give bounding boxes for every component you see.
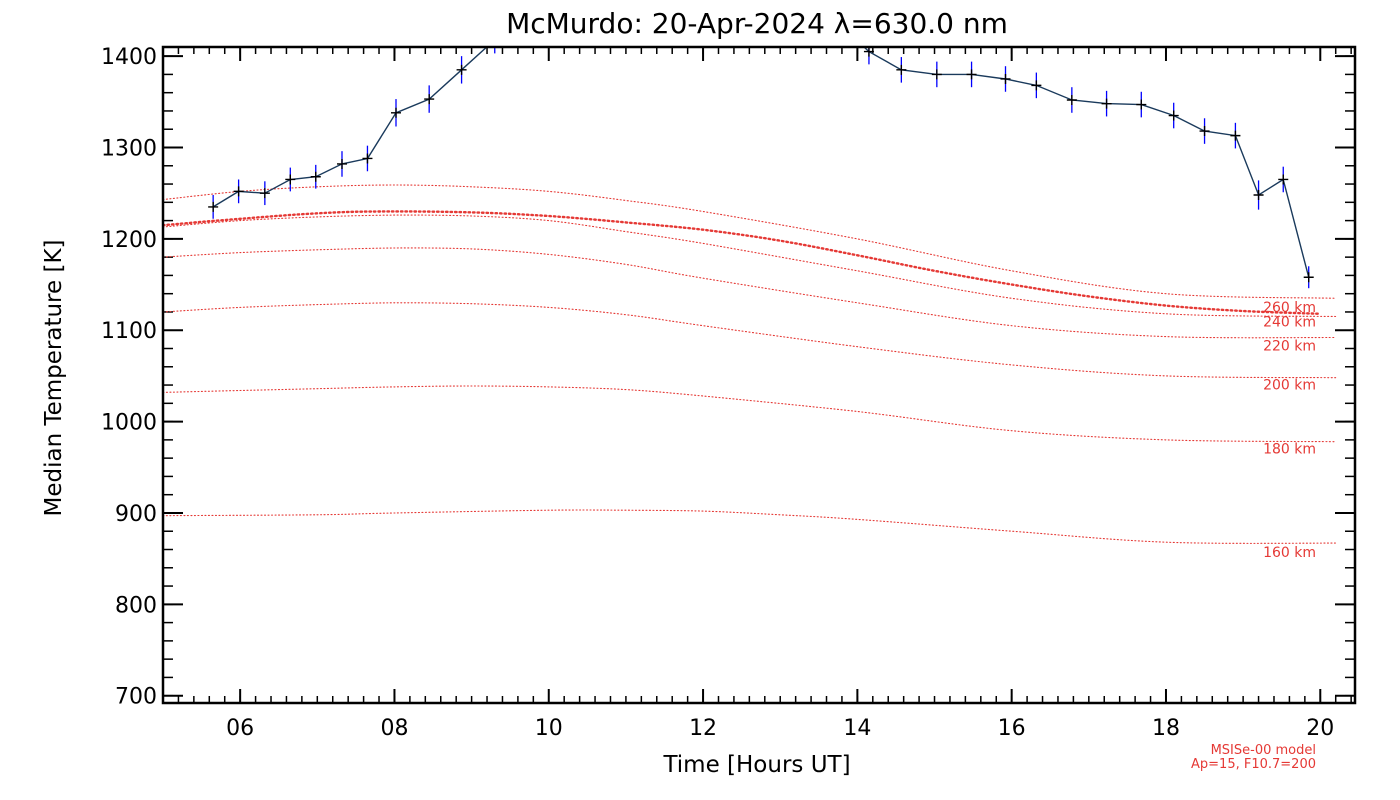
- model-altitude-label: 260 km: [1263, 300, 1316, 316]
- model-altitude-label: 240 km: [1263, 315, 1316, 331]
- data-point: [208, 201, 219, 212]
- x-tick-label: 06: [226, 716, 254, 741]
- series-line: [212, 47, 1310, 278]
- y-tick-label: 1300: [101, 137, 157, 162]
- model-curve: [163, 385, 1337, 443]
- x-tick-label: 14: [843, 716, 871, 741]
- data-point: [1031, 80, 1042, 91]
- data-point: [310, 171, 321, 182]
- x-tick-label: 12: [689, 716, 717, 741]
- y-tick-label: 1100: [101, 319, 157, 344]
- x-tick-label: 20: [1306, 716, 1334, 741]
- y-tick-label: 1400: [101, 45, 157, 70]
- x-axis-label: Time [Hours UT]: [662, 752, 850, 778]
- data-point: [931, 69, 942, 80]
- x-tick-label: 16: [998, 716, 1026, 741]
- data-point: [490, 35, 500, 45]
- data-point: [1253, 190, 1264, 201]
- model-curve: [163, 302, 1337, 379]
- model-altitude-label: 200 km: [1263, 378, 1316, 394]
- y-tick-label: 700: [115, 685, 157, 710]
- chart-title: McMurdo: 20-Apr-2024 λ=630.0 nm: [506, 7, 1008, 40]
- data-point: [1303, 272, 1314, 283]
- model-curve: [163, 210, 1322, 315]
- data-point: [1066, 94, 1077, 105]
- axis-tick-labels: 06 08 10 12 14 16 18 20 700 800 900 1000 1100 1200 130…: [101, 45, 1334, 741]
- model-altitude-label: 220 km: [1263, 338, 1316, 354]
- model-curves: [163, 184, 1337, 544]
- plot-frame: [161, 45, 1357, 705]
- model-curve: [163, 247, 1337, 339]
- model-altitude-label: 160 km: [1263, 545, 1316, 561]
- axis-ticks: [162, 47, 1355, 703]
- model-curve: [163, 214, 1337, 318]
- data-point: [966, 69, 977, 80]
- model-curve: [163, 509, 1337, 544]
- data-point: [1278, 174, 1289, 185]
- data-point: [1168, 110, 1179, 121]
- y-tick-label: 1000: [101, 411, 157, 436]
- y-tick-label: 900: [115, 502, 157, 527]
- data-point: [1136, 99, 1147, 110]
- data-point: [1230, 130, 1241, 141]
- data-point: [1101, 98, 1112, 109]
- model-note-line-2: Ap=15, F10.7=200: [1191, 757, 1316, 772]
- measurement-series: [208, 35, 1314, 289]
- data-point: [1199, 126, 1210, 137]
- x-tick-label: 18: [1152, 716, 1180, 741]
- data-point: [896, 64, 907, 75]
- data-point: [1000, 73, 1011, 84]
- data-point: [233, 186, 244, 197]
- x-tick-label: 10: [535, 716, 563, 741]
- model-note-line-1: MSISe-00 model: [1211, 743, 1316, 758]
- data-point: [424, 94, 435, 105]
- model-curve: [163, 184, 1337, 299]
- y-tick-label: 1200: [101, 228, 157, 253]
- data-point: [362, 153, 373, 164]
- data-point: [336, 158, 347, 169]
- model-altitude-label: 180 km: [1263, 442, 1316, 458]
- data-point: [390, 107, 401, 118]
- y-tick-label: 800: [115, 593, 157, 618]
- y-axis-label: Median Temperature [K]: [41, 240, 67, 517]
- data-point: [285, 174, 296, 185]
- x-tick-label: 08: [380, 716, 408, 741]
- data-point: [456, 64, 467, 75]
- data-point: [259, 188, 270, 199]
